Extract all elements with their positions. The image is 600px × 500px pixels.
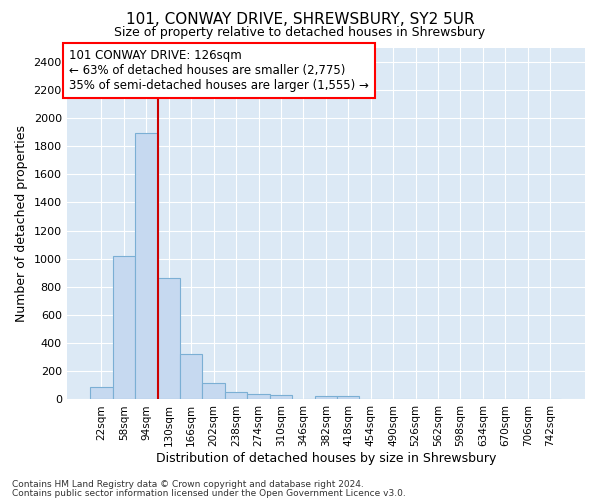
Bar	[314, 396, 337, 400]
Bar	[90, 387, 113, 400]
Y-axis label: Number of detached properties: Number of detached properties	[15, 125, 28, 322]
Bar	[202, 384, 225, 400]
Text: Contains HM Land Registry data © Crown copyright and database right 2024.: Contains HM Land Registry data © Crown c…	[12, 480, 364, 489]
Bar	[158, 278, 180, 400]
Bar	[135, 134, 158, 400]
Bar	[337, 396, 359, 400]
X-axis label: Distribution of detached houses by size in Shrewsbury: Distribution of detached houses by size …	[155, 452, 496, 465]
Text: 101 CONWAY DRIVE: 126sqm
← 63% of detached houses are smaller (2,775)
35% of sem: 101 CONWAY DRIVE: 126sqm ← 63% of detach…	[69, 50, 369, 92]
Text: Size of property relative to detached houses in Shrewsbury: Size of property relative to detached ho…	[115, 26, 485, 39]
Bar	[113, 256, 135, 400]
Bar	[225, 392, 247, 400]
Text: 101, CONWAY DRIVE, SHREWSBURY, SY2 5UR: 101, CONWAY DRIVE, SHREWSBURY, SY2 5UR	[125, 12, 475, 28]
Bar	[180, 354, 202, 400]
Bar	[270, 395, 292, 400]
Text: Contains public sector information licensed under the Open Government Licence v3: Contains public sector information licen…	[12, 488, 406, 498]
Bar	[247, 394, 270, 400]
